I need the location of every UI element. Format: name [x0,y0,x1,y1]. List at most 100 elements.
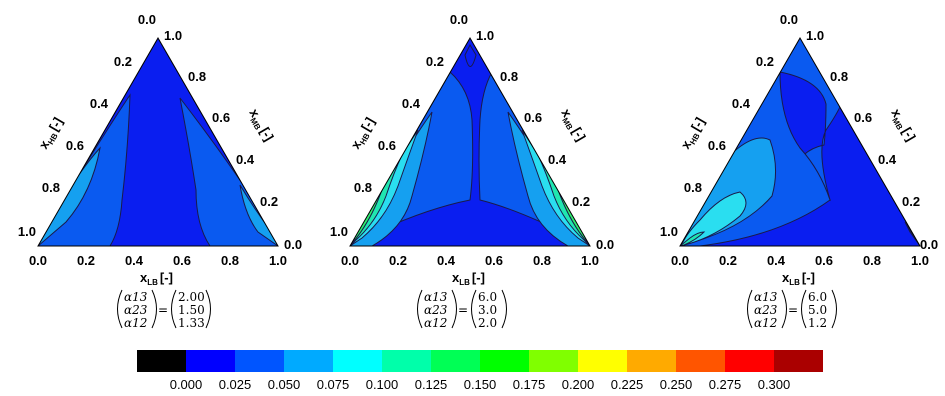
bottom-tick: 1.0 [911,253,929,268]
bottom-axis-label-panel-2: xLB [-] [452,270,485,287]
colorbar-label: 0.225 [611,377,644,392]
bottom-axis-ticks-panel-1: 0.0 0.2 0.4 0.6 0.8 1.0 [29,253,287,268]
colorbar-label: 0.175 [513,377,546,392]
right-tick: 0.2 [902,194,920,209]
right-tick: 0.4 [236,152,255,167]
left-axis-label-panel-1: xHB[-] [36,115,68,153]
param-name: α12 [124,316,147,330]
param-name: α13 [424,290,448,304]
right-tick: 1.0 [806,28,824,43]
ternary-panel-3: 0.0 0.2 0.4 0.6 0.8 1.0 0.0 0.2 0.4 0.6 … [660,12,938,330]
right-tick: 0.2 [260,194,278,209]
colorbar-swatch [186,350,235,372]
left-tick: 0.6 [378,138,396,153]
bottom-axis-label-panel-1: xLB [-] [140,270,173,287]
left-tick: 0.2 [114,54,132,69]
bottom-tick: 1.0 [581,253,599,268]
right-axis-label-panel-1: xMB[-] [245,106,277,145]
left-tick: 1.0 [18,224,36,239]
left-tick: 0.2 [756,54,774,69]
contour-fill-panel-1 [38,38,278,246]
left-tick: 0.6 [66,138,84,153]
bottom-tick: 0.4 [125,253,144,268]
right-tick: 0.0 [284,237,302,252]
colorbar-label: 0.000 [170,377,203,392]
bottom-tick: 0.0 [341,253,359,268]
colorbar-swatch [627,350,676,372]
right-axis-ticks-panel-2: 1.0 0.8 0.6 0.4 0.2 0.0 [476,28,614,252]
ternary-panel-1: 0.0 0.2 0.4 0.6 0.8 1.0 0.0 0.2 0.4 0.6 … [18,12,302,330]
param-value: 6.0 [478,290,497,304]
left-axis-ticks-panel-2: 0.0 0.2 0.4 0.6 0.8 1.0 [330,12,468,239]
left-tick: 0.4 [402,96,421,111]
param-name: α23 [754,303,778,317]
left-tick: 0.4 [732,96,751,111]
colorbar-swatch [333,350,382,372]
bottom-tick: 0.4 [767,253,786,268]
parameter-matrix-panel-3: α13 α23 α12 = 6.0 5.0 1.2 [747,289,837,330]
bottom-tick: 0.2 [77,253,95,268]
colorbar-swatch [529,350,578,372]
bottom-tick: 0.4 [437,253,456,268]
bottom-tick: 0.2 [719,253,737,268]
right-tick: 0.8 [500,69,518,84]
colorbar: 0.000 0.025 0.050 0.075 0.100 0.125 0.150 0.175… [137,350,823,392]
colorbar-swatches [137,350,823,372]
left-tick: 0.8 [684,180,702,195]
colorbar-label: 0.250 [660,377,693,392]
colorbar-label: 0.300 [758,377,791,392]
param-value: 2.00 [178,290,205,304]
param-name: α23 [124,303,148,317]
triangle-frame-panel-2 [349,36,591,247]
right-tick: 0.0 [920,237,938,252]
bottom-tick: 0.6 [815,253,833,268]
left-axis-ticks-panel-3: 0.0 0.2 0.4 0.6 0.8 1.0 [660,12,798,239]
left-tick: 0.2 [426,54,444,69]
left-tick: 1.0 [330,224,348,239]
left-axis-ticks-panel-1: 0.0 0.2 0.4 0.6 0.8 1.0 [18,12,156,239]
triangle-frame-panel-3 [679,36,921,247]
region-0.100-0.125 [680,231,706,246]
colorbar-swatch [235,350,284,372]
colorbar-swatch [480,350,529,372]
right-tick: 0.8 [188,69,206,84]
colorbar-label: 0.275 [709,377,742,392]
colorbar-swatch [676,350,725,372]
param-value: 5.0 [808,303,827,317]
colorbar-label: 0.025 [219,377,252,392]
left-tick: 0.8 [42,180,60,195]
colorbar-label: 0.075 [317,377,350,392]
svg-text:=: = [158,303,168,317]
left-axis-label-panel-2: xHB[-] [348,115,380,153]
left-axis-label-panel-3: xHB[-] [678,115,710,153]
param-name: α13 [754,290,778,304]
right-tick: 0.6 [854,110,872,125]
colorbar-swatch [137,350,186,372]
bottom-tick: 0.8 [221,253,239,268]
param-name: α12 [424,316,447,330]
right-axis-ticks-panel-1: 1.0 0.8 0.6 0.4 0.2 0.0 [164,28,302,252]
right-tick: 0.6 [524,110,542,125]
right-tick: 0.4 [548,152,567,167]
left-tick: 0.0 [138,12,156,27]
bottom-tick: 0.2 [389,253,407,268]
right-tick: 0.2 [572,194,590,209]
colorbar-label: 0.150 [464,377,497,392]
colorbar-label: 0.125 [415,377,448,392]
right-tick: 0.0 [596,237,614,252]
colorbar-label: 0.050 [268,377,301,392]
bottom-axis-ticks-panel-2: 0.0 0.2 0.4 0.6 0.8 1.0 [341,253,599,268]
param-value: 3.0 [478,303,497,317]
svg-text:=: = [458,303,468,317]
param-value: 1.2 [808,316,827,330]
left-tick: 0.6 [708,138,726,153]
param-name: α13 [124,290,148,304]
bottom-axis-ticks-panel-3: 0.0 0.2 0.4 0.6 0.8 1.0 [671,253,929,268]
colorbar-label: 0.100 [366,377,399,392]
right-axis-label-panel-3: xMB[-] [887,106,919,145]
bottom-tick: 1.0 [269,253,287,268]
param-name: α23 [424,303,448,317]
colorbar-swatch [578,350,627,372]
svg-text:=: = [788,303,798,317]
